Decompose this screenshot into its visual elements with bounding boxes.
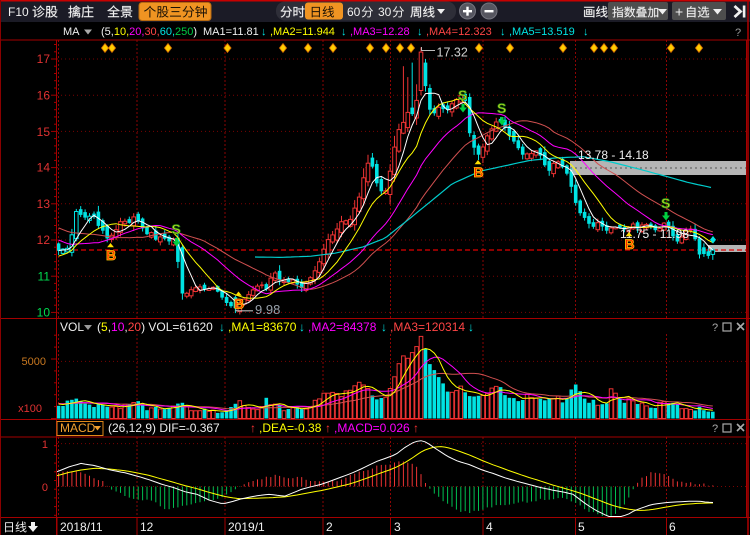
svg-text:,MA2=84378: ,MA2=84378 xyxy=(308,320,377,334)
svg-text:F10: F10 xyxy=(8,5,29,19)
svg-text:MACD: MACD xyxy=(60,421,96,435)
svg-text:17.32: 17.32 xyxy=(437,46,468,60)
svg-text:,MA2=11.944: ,MA2=11.944 xyxy=(270,26,335,38)
svg-text:(5,10,20,30,60,250): (5,10,20,30,60,250) xyxy=(101,26,197,38)
svg-text:2019/1: 2019/1 xyxy=(228,520,265,534)
svg-text:?: ? xyxy=(712,423,718,435)
svg-text:,MA1=83670: ,MA1=83670 xyxy=(228,320,297,334)
svg-text:1: 1 xyxy=(42,439,48,451)
svg-text:5: 5 xyxy=(578,520,585,534)
svg-text:B: B xyxy=(106,247,116,263)
svg-text:B: B xyxy=(625,236,635,252)
svg-text:10: 10 xyxy=(37,306,51,320)
svg-text:60: 60 xyxy=(347,5,361,19)
svg-text:30: 30 xyxy=(378,5,392,19)
svg-text:S: S xyxy=(497,100,506,116)
svg-text:↓: ↓ xyxy=(417,26,423,38)
svg-text:12: 12 xyxy=(37,233,51,247)
svg-text:MA: MA xyxy=(63,26,80,38)
svg-text:x100: x100 xyxy=(18,403,42,415)
svg-text:↑: ↑ xyxy=(413,421,419,435)
svg-text:,DEA=-0.38: ,DEA=-0.38 xyxy=(259,421,322,435)
svg-text:6: 6 xyxy=(669,520,676,534)
svg-text:?: ? xyxy=(735,27,741,39)
svg-text:5000: 5000 xyxy=(22,356,46,368)
svg-text:2018/11: 2018/11 xyxy=(60,520,103,534)
svg-text:11: 11 xyxy=(38,270,51,284)
svg-text:↓: ↓ xyxy=(219,320,225,334)
svg-text:13.78 - 14.18: 13.78 - 14.18 xyxy=(578,148,649,162)
svg-text:↓: ↓ xyxy=(341,26,347,38)
svg-text:?: ? xyxy=(712,322,718,334)
svg-text:,MA5=13.519: ,MA5=13.519 xyxy=(509,26,575,38)
svg-text:15: 15 xyxy=(37,125,51,139)
svg-text:B: B xyxy=(234,296,244,312)
svg-text:S: S xyxy=(172,221,181,237)
svg-text:+: + xyxy=(675,4,683,20)
svg-text:3: 3 xyxy=(394,520,401,534)
svg-text:2: 2 xyxy=(326,520,333,534)
svg-text:↓: ↓ xyxy=(261,26,267,38)
svg-text:↑: ↑ xyxy=(325,421,331,435)
svg-text:S: S xyxy=(458,87,467,103)
svg-text:↑: ↑ xyxy=(250,421,256,435)
svg-text:,MA3=12.28: ,MA3=12.28 xyxy=(350,26,410,38)
svg-text:17: 17 xyxy=(37,52,51,66)
svg-text:13: 13 xyxy=(37,197,51,211)
svg-text:0: 0 xyxy=(42,482,48,494)
svg-text:MA1=11.81: MA1=11.81 xyxy=(203,26,259,38)
svg-text:4: 4 xyxy=(486,520,493,534)
svg-text:,MACD=0.026: ,MACD=0.026 xyxy=(334,421,410,435)
svg-text:(26,12,9) DIF=-0.367: (26,12,9) DIF=-0.367 xyxy=(108,421,220,435)
svg-text:12: 12 xyxy=(140,520,154,534)
svg-text:↓: ↓ xyxy=(468,320,474,334)
svg-text:VOL: VOL xyxy=(60,320,84,334)
svg-text:B: B xyxy=(474,164,484,180)
svg-text:16: 16 xyxy=(37,88,51,102)
svg-text:S: S xyxy=(661,195,670,211)
svg-text:14: 14 xyxy=(37,161,51,175)
svg-text:11.75 - 11.98: 11.75 - 11.98 xyxy=(620,227,689,241)
svg-text:↓: ↓ xyxy=(381,320,387,334)
svg-text:,MA3=120314: ,MA3=120314 xyxy=(390,320,465,334)
svg-text:,MA4=12.323: ,MA4=12.323 xyxy=(426,26,492,38)
svg-text:↓: ↓ xyxy=(583,26,589,38)
svg-text:↓: ↓ xyxy=(500,26,506,38)
svg-text:↓: ↓ xyxy=(299,320,305,334)
svg-text:(5,10,20) VOL=61620: (5,10,20) VOL=61620 xyxy=(97,320,213,334)
svg-text:9.98: 9.98 xyxy=(255,302,280,317)
